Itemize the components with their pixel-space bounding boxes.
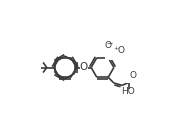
Text: −: −	[106, 39, 113, 48]
Text: O: O	[129, 71, 136, 80]
Text: O: O	[104, 41, 111, 50]
Text: O: O	[80, 62, 88, 72]
Text: O: O	[117, 46, 124, 55]
Text: HO: HO	[121, 87, 135, 96]
Text: +: +	[113, 46, 118, 51]
Text: N: N	[110, 47, 117, 56]
